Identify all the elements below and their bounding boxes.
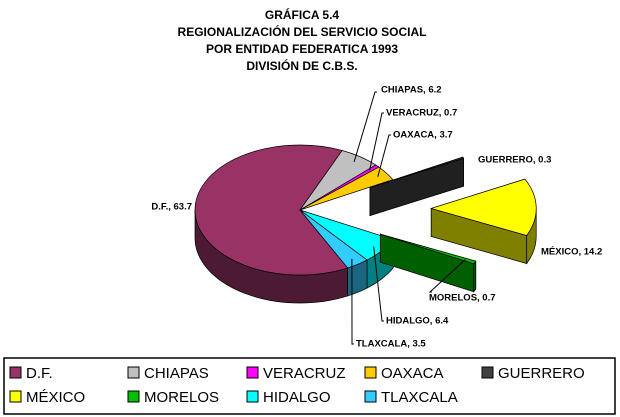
leader-line (377, 134, 391, 177)
legend-label: TLAXCALA (381, 389, 458, 406)
leader-line (351, 258, 354, 345)
chart-subtitle: REGIONALIZACIÓN DEL SERVICIO SOCIAL (178, 24, 427, 39)
legend-box (3, 357, 616, 415)
legend-swatch (364, 366, 377, 379)
data-label: MORELOS, 0.7 (429, 293, 496, 304)
chart-subtitle: DIVISIÓN DE C.B.S. (246, 58, 357, 73)
data-label: MÉXICO, 14.2 (541, 247, 602, 258)
legend-swatch (481, 366, 494, 379)
legend-swatch (9, 390, 22, 403)
legend-label: D.F. (26, 365, 53, 382)
legend-swatch (127, 390, 140, 403)
slice-side (473, 260, 477, 293)
data-label: HIDALGO, 6.4 (386, 316, 449, 327)
chart-subtitle: POR ENTIDAD FEDERATICA 1993 (206, 42, 398, 56)
data-label: VERACRUZ, 0.7 (386, 108, 457, 119)
legend-label: HIDALGO (263, 389, 331, 406)
legend-swatch (9, 366, 22, 379)
slice (430, 178, 537, 236)
slice (299, 209, 368, 269)
leader-line (353, 91, 377, 163)
legend-label: CHIAPAS (144, 365, 209, 382)
slice (369, 156, 465, 188)
legend-swatch (127, 366, 140, 379)
data-label: OAXACA, 3.7 (393, 130, 453, 141)
leader-line (373, 246, 384, 322)
legend-label: MORELOS (144, 389, 219, 406)
slice (194, 144, 349, 276)
leader-line (369, 112, 384, 171)
legend-label: MÉXICO (26, 389, 85, 406)
slice (380, 233, 477, 265)
data-label: CHIAPAS, 6.2 (381, 85, 442, 96)
data-label: D.F., 63.7 (151, 202, 192, 213)
legend-label: OAXACA (381, 365, 444, 382)
leader-line (428, 259, 466, 293)
legend-swatch (246, 366, 259, 379)
legend-label: VERACRUZ (263, 365, 346, 382)
data-label: GUERRERO, 0.3 (478, 155, 551, 166)
legend-label: GUERRERO (498, 365, 585, 382)
data-label: TLAXCALA, 3.5 (356, 339, 426, 350)
slice (299, 166, 394, 211)
chart-title: GRÁFICA 5.4 (265, 7, 340, 22)
legend-swatch (246, 390, 259, 403)
legend-swatch (364, 390, 377, 403)
